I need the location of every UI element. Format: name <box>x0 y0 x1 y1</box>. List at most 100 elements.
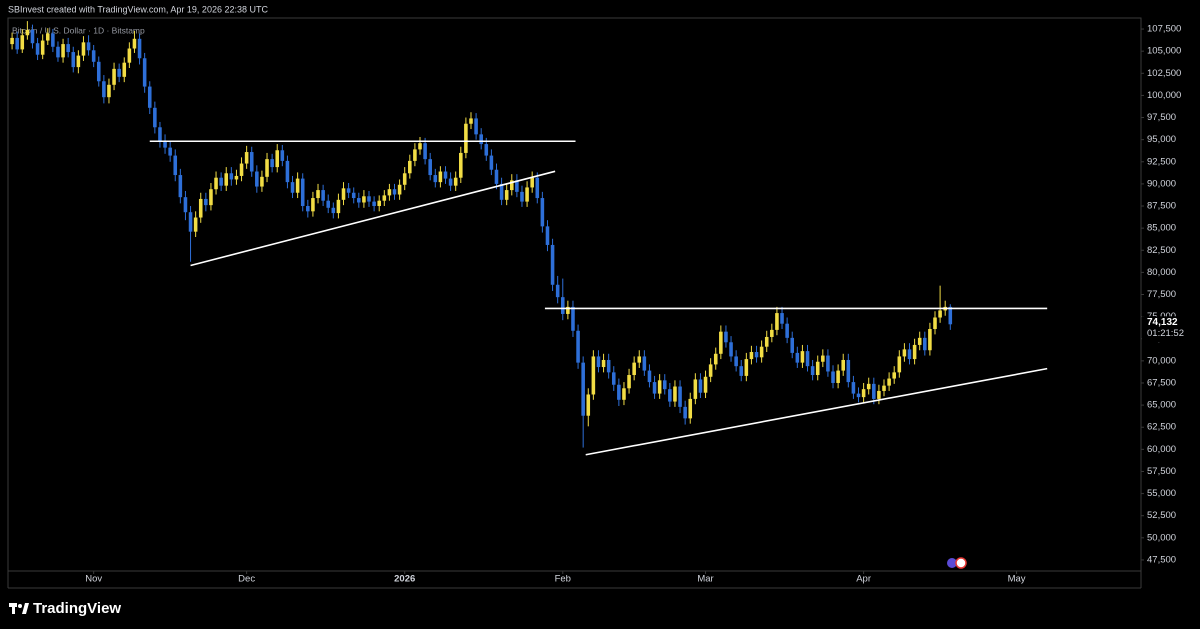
logo-part <box>12 603 15 614</box>
x-tick-label: Feb <box>555 574 571 585</box>
y-tick-label: 87,500 <box>1147 201 1176 212</box>
candle-body <box>703 376 708 393</box>
candle-body <box>15 37 19 50</box>
logo-part <box>22 603 29 614</box>
candle-body <box>295 178 300 193</box>
y-tick-label: 100,000 <box>1147 90 1181 101</box>
candle-body <box>739 366 744 376</box>
candle-body <box>66 44 70 53</box>
candle-body <box>902 349 907 357</box>
y-tick-label: 85,000 <box>1147 223 1176 234</box>
candle-body <box>306 206 310 212</box>
candle-body <box>499 183 504 200</box>
candle-body <box>530 177 534 188</box>
candle-body <box>127 48 132 63</box>
candle-body <box>652 382 657 394</box>
candle-body <box>785 323 789 338</box>
x-tick-label: Mar <box>697 574 713 585</box>
y-tick-label: 92,500 <box>1147 156 1176 167</box>
candle-body <box>846 359 851 383</box>
candle-body <box>71 52 76 68</box>
candle-body <box>596 356 601 368</box>
candle-body <box>764 336 769 347</box>
candle-body <box>341 188 346 200</box>
y-tick-label: 82,500 <box>1147 245 1176 256</box>
event-icons <box>947 557 967 569</box>
candle-body <box>459 152 463 178</box>
candle-body <box>683 406 687 419</box>
candle-body <box>693 379 698 399</box>
candle-body <box>805 351 810 367</box>
candle-body <box>560 297 565 314</box>
x-tick-label: Nov <box>85 574 102 585</box>
y-tick-label: 80,000 <box>1147 267 1176 278</box>
candle-body <box>30 29 35 44</box>
brand-logo <box>9 603 29 614</box>
x-tick-label: May <box>1008 574 1026 585</box>
candle-body <box>770 329 774 337</box>
brand: TradingView <box>33 600 121 617</box>
credit: SBInvest created with TradingView.com, A… <box>8 4 268 14</box>
x-tick-label: Dec <box>238 574 255 585</box>
candle-body <box>86 42 91 51</box>
candle-body <box>142 58 147 87</box>
candle-body <box>209 189 213 206</box>
candle-body <box>611 372 616 385</box>
candle-body <box>923 337 927 351</box>
candle-body <box>861 389 866 398</box>
candle-body <box>729 342 733 357</box>
candle-body <box>948 306 953 325</box>
candle-body <box>795 352 800 363</box>
y-tick-label: 50,000 <box>1147 532 1176 543</box>
candle-body <box>637 356 642 363</box>
candle-body <box>10 37 14 45</box>
candle-body <box>51 33 55 47</box>
candle-body <box>158 127 162 142</box>
candle-body <box>234 175 239 180</box>
candle-body <box>800 351 805 363</box>
candle-body <box>122 62 127 77</box>
y-tick-label: 62,500 <box>1147 422 1176 433</box>
candle-body <box>112 68 116 85</box>
candle-body <box>586 394 591 416</box>
candle-body <box>147 86 152 108</box>
candle-body <box>581 362 585 416</box>
candle-body <box>239 163 244 176</box>
plot-area <box>10 21 953 448</box>
candle-body <box>316 190 320 199</box>
candle-body <box>657 380 662 394</box>
y-tick-label: 67,500 <box>1147 377 1176 388</box>
candle-body <box>265 159 269 177</box>
candle-body <box>938 310 942 318</box>
candle-body <box>668 389 672 402</box>
candle-body <box>673 386 677 402</box>
candle-body <box>928 329 932 351</box>
candle-body <box>917 337 922 345</box>
last-price-box <box>1142 316 1192 343</box>
candle-body <box>851 382 856 394</box>
candle-body <box>790 337 795 353</box>
candle-body <box>25 29 30 36</box>
candle-body <box>617 384 621 400</box>
candle-body <box>826 355 830 372</box>
candle-body <box>91 50 96 62</box>
legend-title: Bitcoin / U.S. Dollar · 1D · Bitstamp <box>12 25 145 35</box>
candle-body <box>606 359 611 373</box>
candle-body <box>76 55 81 68</box>
candle-body <box>214 177 218 190</box>
candle-body <box>912 344 917 360</box>
candle-body <box>61 44 65 58</box>
candle-body <box>780 313 784 324</box>
candle-body <box>882 385 886 391</box>
candle-body <box>713 353 718 365</box>
candle-body <box>300 178 305 207</box>
candle-body <box>132 38 137 49</box>
y-tick-label: 47,500 <box>1147 554 1176 565</box>
candle-body <box>198 198 203 218</box>
candle-body <box>489 155 494 170</box>
candle-body <box>249 152 254 172</box>
candle-body <box>856 393 861 398</box>
candle-body <box>744 359 749 376</box>
